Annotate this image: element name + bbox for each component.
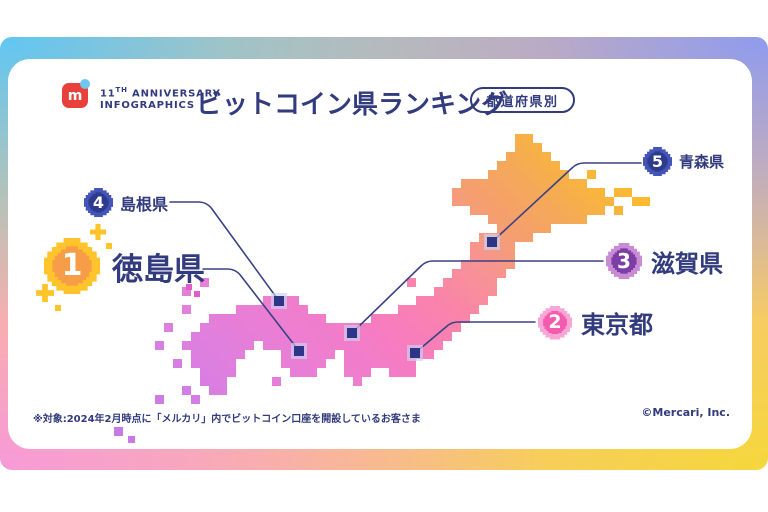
rank-5-badge-fill — [647, 151, 668, 172]
rank-2-badge-fill — [543, 310, 567, 335]
rank-5-badge: 5 — [643, 147, 672, 176]
rank-item-4-shimane: 4 島根県 — [84, 188, 168, 217]
rank-2-number: 2 — [548, 311, 562, 333]
rank-1-badge: 1 — [44, 238, 100, 294]
rank-4-badge-fill — [88, 192, 109, 213]
page-title: ビットコイン県ランキング — [196, 90, 508, 120]
leader-line-tokyo — [414, 321, 536, 354]
leader-line-aomori — [491, 162, 642, 243]
rank-3-badge-fill — [611, 248, 637, 274]
decor-pixel — [194, 291, 200, 297]
rank-5-label: 青森県 — [679, 153, 725, 171]
rank-3-number: 3 — [617, 249, 631, 273]
map-marker-tokushima — [294, 346, 304, 356]
rank-1-badge-fill — [52, 246, 92, 286]
rank-item-3-shiga: 3 滋賀県 — [606, 243, 723, 279]
rank-item-1-tokushima: 1 徳島県 — [44, 238, 205, 294]
logo-text: 11TH ANNIVERSARY INFOGRAPHICS — [100, 84, 221, 112]
rank-5-number: 5 — [651, 151, 664, 171]
copyright: ©Mercari, Inc. — [641, 406, 730, 419]
decor-pixel — [114, 427, 123, 436]
rank-item-2-tokyo: 2 東京都 — [538, 305, 653, 340]
rank-1-label: 徳島県 — [112, 251, 205, 288]
sparkle-icon — [106, 243, 112, 249]
map-marker-tokyo — [410, 348, 420, 358]
rank-4-number: 4 — [92, 192, 105, 212]
mercari-m-icon: m — [67, 87, 83, 104]
rank-item-5-aomori: 5 青森県 — [643, 147, 724, 176]
logo-line1: 11TH ANNIVERSARY — [100, 86, 221, 100]
category-pill: 都道府県別 — [470, 87, 575, 113]
rank-2-badge: 2 — [538, 305, 572, 340]
sparkle-icon — [55, 305, 61, 311]
leader-line-tokushima — [202, 268, 300, 352]
leader-line-shimane — [169, 201, 280, 302]
rank-3-badge: 3 — [606, 243, 642, 279]
footnote: ※対象:2024年2月時点に「メルカリ」内でビットコイン口座を開設しているお客さ… — [33, 414, 421, 425]
map-marker-shiga — [347, 328, 357, 338]
map-marker-aomori — [487, 237, 497, 247]
map-marker-shimane — [274, 296, 284, 306]
rank-1-number: 1 — [61, 248, 83, 283]
decor-pixel — [186, 284, 192, 290]
rank-3-label: 滋賀県 — [651, 249, 723, 278]
logo-line2: INFOGRAPHICS — [100, 100, 195, 112]
rank-4-badge: 4 — [84, 188, 113, 217]
rank-2-label: 東京都 — [581, 311, 653, 339]
decor-pixel — [128, 436, 135, 443]
mercari-logo-dot-icon — [80, 79, 90, 89]
leader-line-shiga — [351, 260, 604, 334]
rank-4-label: 島根県 — [120, 194, 169, 214]
